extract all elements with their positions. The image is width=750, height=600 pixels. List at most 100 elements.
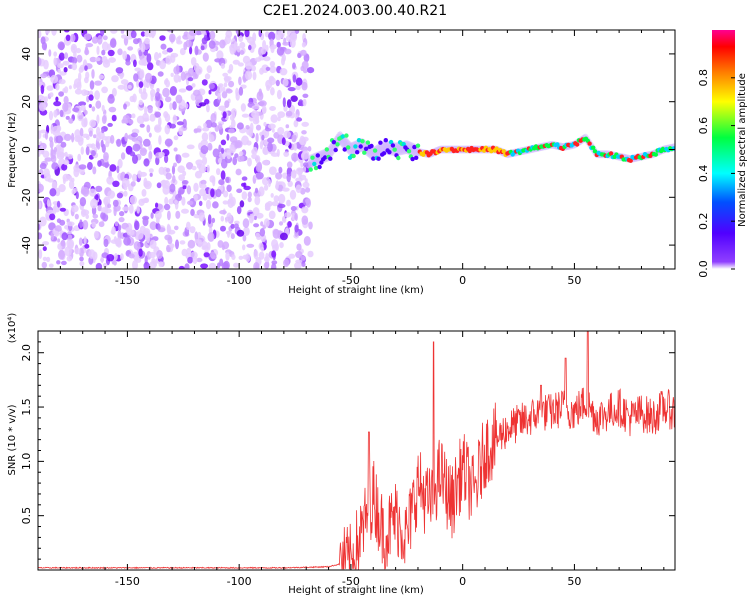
noise-blob bbox=[128, 253, 135, 259]
noise-blob bbox=[42, 246, 47, 252]
noise-blob bbox=[223, 82, 228, 88]
y-tick-label: 20 bbox=[20, 95, 33, 109]
noise-blob bbox=[140, 91, 148, 100]
noise-blob bbox=[242, 234, 247, 242]
noise-blob bbox=[209, 30, 216, 40]
noise-blob bbox=[169, 86, 177, 96]
noise-blob bbox=[117, 48, 123, 56]
noise-blob bbox=[236, 188, 243, 194]
noise-blob bbox=[103, 238, 109, 248]
noise-blob bbox=[307, 146, 312, 152]
noise-blob bbox=[109, 38, 117, 48]
noise-blob bbox=[78, 164, 87, 170]
noise-blob bbox=[150, 212, 154, 219]
noise-blob bbox=[270, 87, 275, 96]
noise-blob bbox=[218, 105, 227, 111]
noise-blob bbox=[302, 181, 310, 188]
signal-point bbox=[360, 139, 365, 144]
noise-blob bbox=[204, 73, 211, 80]
signal-point bbox=[501, 149, 506, 154]
noise-blob bbox=[292, 74, 297, 83]
signal-point bbox=[396, 155, 401, 161]
noise-blob bbox=[120, 152, 126, 160]
signal-point bbox=[388, 139, 394, 145]
noise-blob bbox=[38, 183, 44, 193]
noise-blob bbox=[148, 132, 152, 138]
noise-blob bbox=[208, 83, 215, 90]
noise-blob bbox=[242, 244, 246, 251]
noise-blob bbox=[56, 200, 61, 208]
noise-blob bbox=[271, 128, 275, 133]
noise-blob bbox=[208, 89, 212, 95]
noise-blob bbox=[117, 224, 122, 231]
signal-point bbox=[324, 147, 329, 152]
noise-blob bbox=[245, 61, 253, 70]
y-tick-label: 0 bbox=[20, 146, 33, 153]
noise-blob bbox=[39, 162, 47, 170]
noise-blob bbox=[220, 62, 226, 69]
noise-blob bbox=[193, 194, 198, 202]
noise-blob bbox=[267, 142, 273, 153]
noise-blob bbox=[132, 93, 137, 103]
noise-blob bbox=[101, 49, 106, 56]
noise-blob bbox=[64, 30, 70, 33]
noise-blob bbox=[284, 212, 292, 218]
noise-blob bbox=[63, 67, 68, 73]
noise-blob bbox=[49, 213, 56, 221]
noise-blob bbox=[206, 65, 212, 74]
noise-blob bbox=[275, 30, 282, 41]
noise-blob bbox=[107, 43, 111, 51]
colorbar: 0.0 0.2 0.4 0.6 0.8 Normalized spectral ampl… bbox=[697, 30, 748, 278]
noise-blob bbox=[64, 52, 69, 59]
noise-blob bbox=[275, 180, 279, 190]
noise-blob bbox=[295, 84, 301, 91]
noise-blob bbox=[50, 231, 55, 241]
noise-blob bbox=[230, 233, 235, 240]
noise-blob bbox=[165, 55, 172, 65]
noise-blob bbox=[173, 73, 180, 83]
noise-blob bbox=[277, 203, 286, 209]
noise-blob bbox=[231, 119, 236, 129]
noise-blob bbox=[258, 186, 265, 197]
noise-blob bbox=[90, 198, 98, 209]
noise-blob bbox=[242, 218, 250, 229]
noise-blob bbox=[84, 90, 89, 96]
noise-blob bbox=[75, 191, 79, 200]
noise-blob bbox=[295, 77, 303, 86]
noise-blob bbox=[200, 145, 209, 155]
noise-blob bbox=[164, 154, 169, 164]
noise-blob bbox=[241, 182, 246, 187]
noise-blob bbox=[302, 98, 307, 107]
noise-blob bbox=[186, 247, 192, 255]
noise-blob bbox=[52, 125, 61, 133]
noise-blob bbox=[74, 213, 79, 220]
noise-blob bbox=[164, 138, 173, 147]
noise-blob bbox=[181, 152, 190, 158]
noise-blob bbox=[158, 261, 164, 268]
noise-blob bbox=[270, 193, 274, 198]
noise-blob bbox=[65, 115, 70, 120]
noise-blob bbox=[162, 50, 169, 55]
noise-blob bbox=[255, 132, 259, 143]
noise-blob bbox=[220, 170, 226, 181]
noise-blob bbox=[218, 83, 224, 88]
snr-y-label: SNR (10 * v/v) bbox=[7, 404, 18, 475]
noise-blob bbox=[221, 262, 229, 269]
noise-blob bbox=[268, 31, 276, 41]
noise-blob bbox=[127, 84, 132, 89]
noise-blob bbox=[136, 115, 145, 125]
noise-blob bbox=[264, 206, 271, 211]
noise-blob bbox=[133, 38, 140, 45]
noise-blob bbox=[266, 85, 271, 91]
noise-blob bbox=[281, 56, 285, 66]
noise-blob bbox=[246, 243, 255, 248]
noise-blob bbox=[50, 74, 59, 84]
noise-blob bbox=[111, 87, 117, 97]
noise-blob bbox=[253, 249, 259, 260]
signal-point bbox=[414, 155, 419, 160]
noise-blob bbox=[260, 221, 264, 227]
noise-blob bbox=[82, 186, 90, 197]
noise-blob bbox=[304, 178, 308, 184]
noise-blob bbox=[103, 198, 109, 204]
noise-blob bbox=[94, 90, 100, 101]
